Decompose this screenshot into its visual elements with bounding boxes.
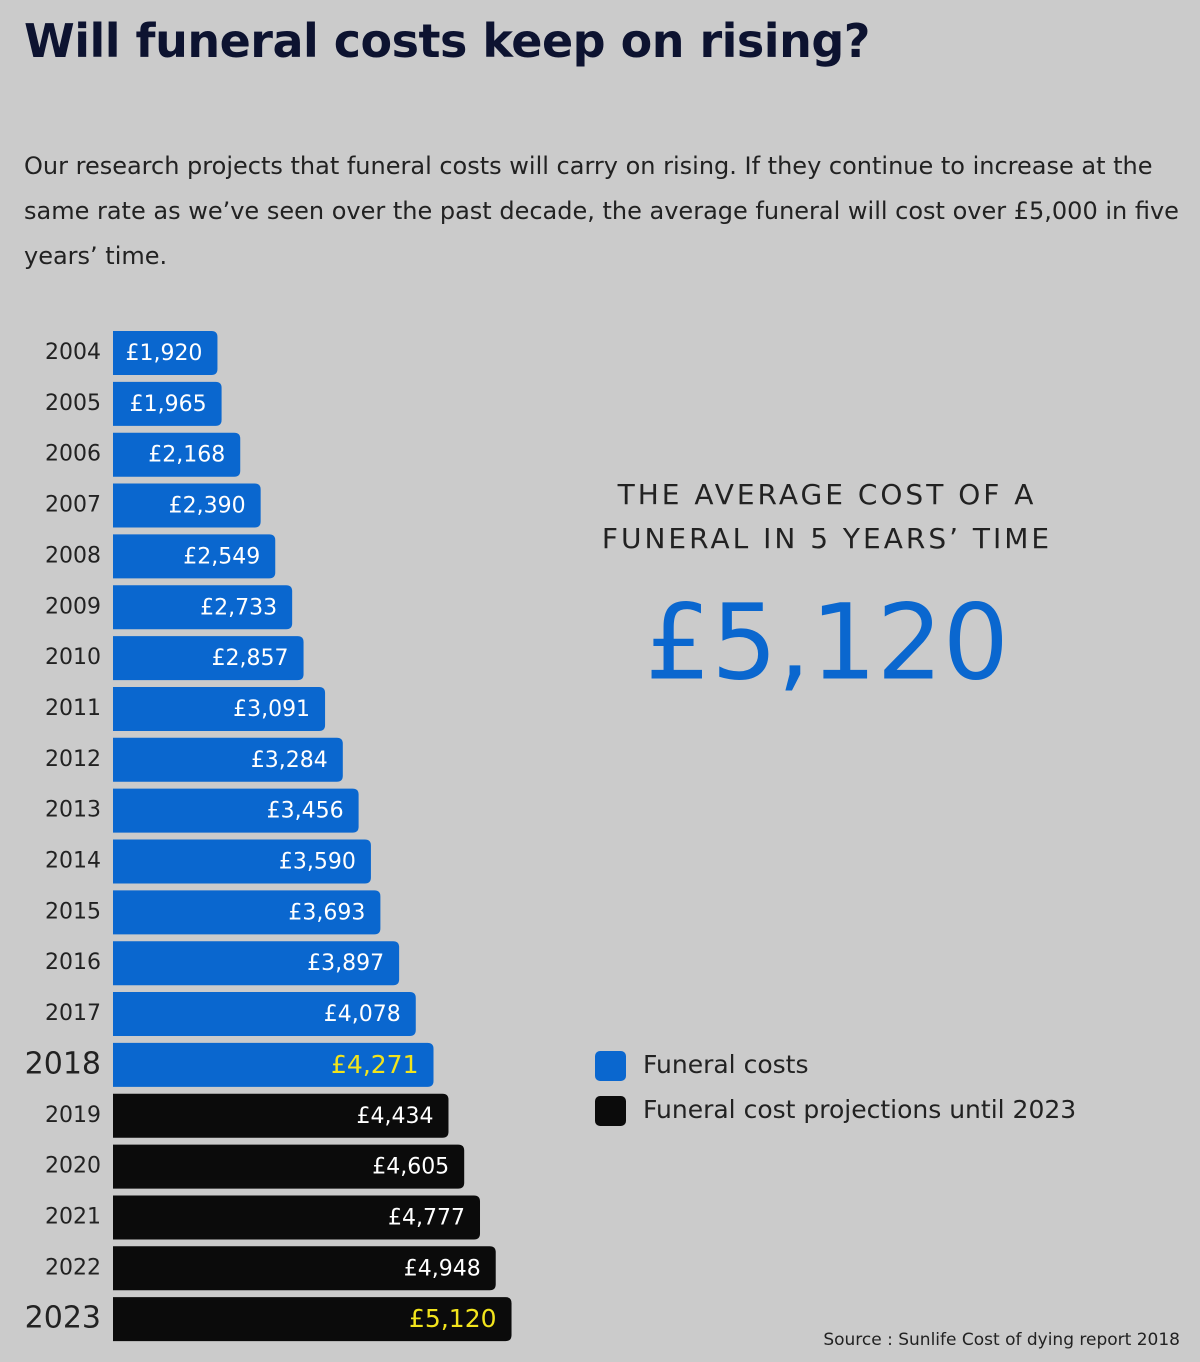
value-label: £1,965	[130, 392, 207, 417]
y-tick-label: 2011	[45, 696, 101, 721]
y-tick-label: 2012	[45, 747, 101, 772]
value-label: £3,590	[279, 850, 356, 875]
bar	[113, 331, 218, 375]
y-tick-label: 2006	[45, 442, 101, 467]
y-tick-label: 2013	[45, 798, 101, 823]
legend-swatch	[595, 1051, 626, 1081]
bar	[113, 788, 359, 833]
bar	[113, 890, 381, 935]
y-tick-label: 2007	[45, 493, 101, 518]
bar	[113, 483, 261, 528]
y-tick-label: 2009	[45, 594, 101, 619]
bar	[113, 534, 276, 579]
value-label: £4,271	[331, 1050, 418, 1079]
value-label: £2,733	[200, 595, 277, 620]
callout-line: THE AVERAGE COST OF A	[617, 478, 1037, 511]
y-tick-label: 2005	[45, 391, 101, 416]
chart-subtitle: Our research projects that funeral costs…	[24, 152, 1179, 270]
value-label: £5,120	[409, 1304, 496, 1333]
bar	[113, 381, 222, 426]
value-label: £4,605	[372, 1155, 449, 1180]
y-tick-label: 2021	[45, 1204, 101, 1229]
value-label: £3,897	[307, 951, 384, 976]
value-label: £4,434	[357, 1104, 434, 1129]
value-label: £3,456	[267, 799, 344, 824]
y-tick-label: 2022	[45, 1255, 101, 1280]
value-label: £3,284	[251, 748, 328, 773]
bar	[113, 686, 326, 731]
value-label: £2,857	[212, 646, 289, 671]
bar	[113, 1195, 481, 1240]
value-label: £4,777	[388, 1205, 465, 1230]
value-label: £3,693	[288, 900, 365, 925]
y-tick-label: 2019	[45, 1103, 101, 1128]
bar	[113, 1297, 512, 1342]
y-tick-label: 2004	[45, 340, 101, 365]
chart-title: Will funeral costs keep on rising?	[24, 14, 870, 68]
value-label: £2,168	[148, 443, 225, 468]
source: Source : Sunlife Cost of dying report 20…	[823, 1330, 1180, 1350]
y-tick-label: 2014	[45, 849, 101, 874]
legend-swatch	[595, 1096, 626, 1126]
legend-label: Funeral costs	[643, 1050, 808, 1079]
y-tick-label: 2008	[45, 543, 101, 568]
y-tick-label: 2023	[25, 1301, 101, 1336]
bar	[113, 1093, 449, 1138]
bar	[113, 432, 241, 477]
bar	[113, 1144, 465, 1189]
value-label: £2,549	[183, 544, 260, 569]
bar	[113, 992, 416, 1037]
bar	[113, 585, 293, 630]
y-tick-label: 2017	[45, 1001, 101, 1026]
y-tick-label: 2015	[45, 899, 101, 924]
y-tick-label: 2020	[45, 1154, 101, 1179]
y-tick-label: 2018	[25, 1046, 101, 1081]
bar	[113, 737, 343, 782]
value-label: £4,948	[404, 1256, 481, 1281]
bar	[113, 941, 400, 986]
y-tick-label: 2016	[45, 950, 101, 975]
bar	[113, 1042, 434, 1087]
value-label: £1,920	[125, 341, 202, 366]
bar	[113, 839, 371, 884]
bar	[113, 1246, 496, 1291]
callout-value: £5,120	[645, 581, 1009, 703]
value-label: £2,390	[169, 494, 246, 519]
value-label: £4,078	[324, 1002, 401, 1027]
value-label: £3,091	[233, 697, 310, 722]
y-tick-label: 2010	[45, 645, 101, 670]
legend-label: Funeral cost projections until 2023	[643, 1095, 1076, 1124]
callout-line: FUNERAL IN 5 YEARS’ TIME	[602, 522, 1052, 555]
bar	[113, 636, 304, 681]
